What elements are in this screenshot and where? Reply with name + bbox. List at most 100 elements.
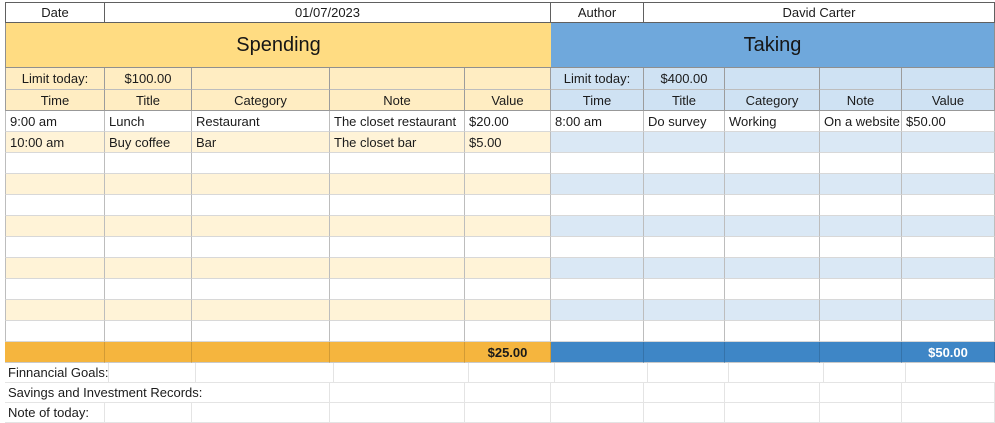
spending-cell[interactable] <box>192 195 330 216</box>
taking-cell[interactable] <box>725 300 820 321</box>
taking-cell[interactable] <box>551 279 644 300</box>
taking-cell[interactable] <box>902 321 995 342</box>
spending-cell[interactable] <box>330 300 465 321</box>
taking-cell[interactable] <box>820 195 902 216</box>
spending-cell[interactable] <box>465 279 551 300</box>
empty-cell[interactable] <box>330 403 465 423</box>
taking-cell[interactable] <box>820 174 902 195</box>
spending-cell[interactable] <box>192 174 330 195</box>
empty-cell[interactable] <box>824 363 907 383</box>
taking-total-cell[interactable] <box>820 342 902 363</box>
spending-cell[interactable]: The closet bar <box>330 132 465 153</box>
taking-cell[interactable] <box>820 132 902 153</box>
empty-cell[interactable] <box>105 403 192 423</box>
taking-cell[interactable] <box>644 258 725 279</box>
spending-cell[interactable] <box>5 153 105 174</box>
taking-limit-value[interactable]: $400.00 <box>644 68 725 90</box>
taking-col-header[interactable]: Value <box>902 90 995 111</box>
empty-cell[interactable] <box>551 383 644 403</box>
taking-cell[interactable] <box>644 132 725 153</box>
spending-cell[interactable] <box>105 216 192 237</box>
taking-cell[interactable] <box>725 279 820 300</box>
empty-cell[interactable] <box>644 383 725 403</box>
spending-col-header[interactable]: Time <box>5 90 105 111</box>
taking-cell[interactable] <box>725 132 820 153</box>
empty-cell[interactable] <box>648 363 730 383</box>
taking-cell[interactable] <box>820 258 902 279</box>
taking-cell[interactable] <box>644 216 725 237</box>
spending-cell[interactable] <box>330 216 465 237</box>
taking-cell[interactable]: On a website <box>820 111 902 132</box>
spending-cell[interactable] <box>465 174 551 195</box>
spending-cell[interactable]: $20.00 <box>465 111 551 132</box>
spending-col-header[interactable]: Note <box>330 90 465 111</box>
taking-cell[interactable] <box>551 174 644 195</box>
taking-col-header[interactable]: Time <box>551 90 644 111</box>
taking-title[interactable]: Taking <box>551 23 995 68</box>
spending-cell[interactable]: Bar <box>192 132 330 153</box>
taking-cell[interactable] <box>902 279 995 300</box>
spending-cell[interactable] <box>5 258 105 279</box>
taking-cell[interactable] <box>820 300 902 321</box>
taking-cell[interactable]: $50.00 <box>902 111 995 132</box>
empty-cell[interactable] <box>906 363 995 383</box>
taking-cell[interactable] <box>551 258 644 279</box>
taking-cell[interactable] <box>902 258 995 279</box>
taking-cell[interactable] <box>902 300 995 321</box>
spending-cell[interactable] <box>5 174 105 195</box>
note-of-today-label[interactable]: Note of today: <box>5 403 105 423</box>
spending-col-header[interactable]: Value <box>465 90 551 111</box>
spending-limit-label[interactable]: Limit today: <box>5 68 105 90</box>
taking-cell[interactable] <box>644 153 725 174</box>
taking-cell[interactable] <box>644 279 725 300</box>
spending-cell[interactable]: The closet restaurant <box>330 111 465 132</box>
taking-cell[interactable] <box>725 195 820 216</box>
date-value-cell[interactable]: 01/07/2023 <box>105 2 551 23</box>
empty-cell[interactable] <box>465 383 551 403</box>
taking-cell[interactable] <box>820 237 902 258</box>
taking-cell[interactable] <box>644 321 725 342</box>
taking-total[interactable]: $50.00 <box>902 342 995 363</box>
spending-limit-value[interactable]: $100.00 <box>105 68 192 90</box>
spending-cell[interactable] <box>192 258 330 279</box>
spending-title[interactable]: Spending <box>5 23 551 68</box>
spending-cell[interactable] <box>330 279 465 300</box>
empty-cell[interactable] <box>334 363 470 383</box>
taking-cell[interactable]: Do survey <box>644 111 725 132</box>
empty-cell[interactable] <box>820 383 902 403</box>
spending-cell[interactable] <box>5 195 105 216</box>
taking-cell[interactable] <box>902 237 995 258</box>
empty-cell[interactable] <box>109 363 197 383</box>
spending-cell[interactable] <box>465 258 551 279</box>
taking-cell[interactable] <box>644 300 725 321</box>
spending-col-header[interactable]: Title <box>105 90 192 111</box>
spending-cell[interactable] <box>105 321 192 342</box>
empty-cell[interactable] <box>902 68 995 90</box>
taking-col-header[interactable]: Title <box>644 90 725 111</box>
spending-cell[interactable] <box>465 153 551 174</box>
taking-total-cell[interactable] <box>551 342 644 363</box>
empty-cell[interactable] <box>192 403 330 423</box>
empty-cell[interactable] <box>465 403 551 423</box>
taking-cell[interactable] <box>902 216 995 237</box>
empty-cell[interactable] <box>725 68 820 90</box>
spending-cell[interactable] <box>105 258 192 279</box>
empty-cell[interactable] <box>551 403 644 423</box>
empty-cell[interactable] <box>555 363 649 383</box>
spending-total-cell[interactable] <box>105 342 192 363</box>
taking-cell[interactable] <box>820 321 902 342</box>
savings-investment-label[interactable]: Savings and Investment Records: <box>5 383 330 403</box>
empty-cell[interactable] <box>820 68 902 90</box>
spending-total-cell[interactable] <box>330 342 465 363</box>
empty-cell[interactable] <box>725 383 820 403</box>
taking-cell[interactable] <box>820 279 902 300</box>
taking-cell[interactable] <box>902 195 995 216</box>
spending-cell[interactable] <box>465 321 551 342</box>
taking-cell[interactable] <box>725 321 820 342</box>
spending-cell[interactable]: Buy coffee <box>105 132 192 153</box>
empty-cell[interactable] <box>902 403 995 423</box>
taking-cell[interactable] <box>644 195 725 216</box>
taking-cell[interactable]: Working <box>725 111 820 132</box>
spending-total-cell[interactable] <box>5 342 105 363</box>
spending-cell[interactable] <box>5 321 105 342</box>
